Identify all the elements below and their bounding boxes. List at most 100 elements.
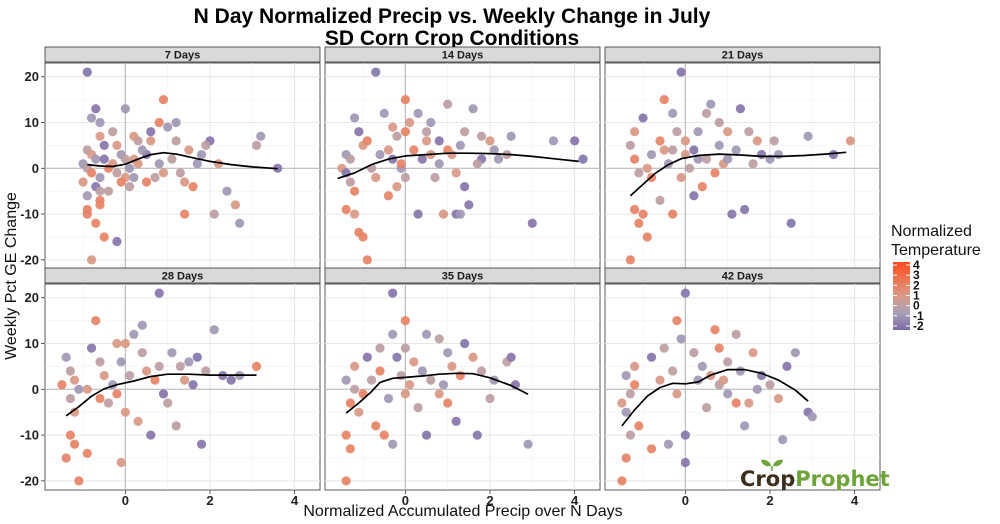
legend-tick-label: 0 xyxy=(913,299,920,313)
data-point xyxy=(65,430,75,440)
data-point xyxy=(638,209,648,219)
data-point xyxy=(112,236,122,247)
data-point xyxy=(201,366,211,376)
data-point xyxy=(366,375,377,385)
data-point xyxy=(472,159,482,169)
data-point xyxy=(354,407,364,417)
panel-background xyxy=(604,283,881,491)
data-point xyxy=(99,370,109,381)
data-point xyxy=(845,136,855,146)
legend-tick-label: -1 xyxy=(913,309,924,323)
data-point xyxy=(485,393,495,404)
facet-strip xyxy=(44,267,321,284)
data-point xyxy=(65,366,75,376)
data-point xyxy=(413,209,423,219)
data-point xyxy=(630,127,640,137)
data-point xyxy=(354,127,364,137)
logo-text-crop: Crop xyxy=(740,467,795,491)
data-point xyxy=(180,375,190,385)
facet-strip-label: 28 Days xyxy=(162,271,204,283)
data-point xyxy=(710,325,720,335)
data-point xyxy=(125,163,135,173)
data-point xyxy=(752,136,762,146)
data-point xyxy=(345,444,355,454)
legend-title-line-1: Normalized xyxy=(891,223,972,240)
data-point xyxy=(655,136,665,146)
data-point xyxy=(752,384,762,394)
gridlines xyxy=(325,63,600,269)
panel-background xyxy=(324,283,601,491)
y-tick-label: 10 xyxy=(25,115,39,130)
data-point xyxy=(112,168,122,178)
data-point xyxy=(430,172,440,183)
data-point xyxy=(731,329,741,339)
data-point xyxy=(630,380,640,390)
data-point xyxy=(70,407,80,417)
data-point xyxy=(95,117,105,128)
scatter-points xyxy=(57,288,262,486)
data-point xyxy=(625,430,635,440)
data-point xyxy=(112,140,122,150)
data-point xyxy=(222,186,232,196)
data-point xyxy=(350,209,360,219)
data-point xyxy=(150,375,160,385)
data-point xyxy=(417,154,427,164)
data-point xyxy=(163,398,173,408)
data-point xyxy=(116,457,126,468)
data-point xyxy=(723,389,733,399)
data-point xyxy=(680,457,690,468)
data-point xyxy=(379,430,389,440)
data-point xyxy=(680,288,690,298)
data-point xyxy=(455,209,465,219)
data-point xyxy=(184,145,194,155)
data-point xyxy=(116,357,126,367)
data-point xyxy=(99,140,109,150)
data-point xyxy=(137,348,147,358)
data-point xyxy=(443,99,453,109)
data-point xyxy=(383,191,394,201)
data-point xyxy=(548,136,559,146)
data-point xyxy=(209,325,219,335)
x-tick-label: 2 xyxy=(766,493,773,508)
data-point xyxy=(74,476,84,486)
data-point xyxy=(388,329,398,339)
data-point xyxy=(409,145,419,155)
data-point xyxy=(400,172,410,183)
data-point xyxy=(196,149,207,160)
y-tick-label: 10 xyxy=(25,336,39,351)
data-point xyxy=(447,361,457,371)
data-point xyxy=(95,172,105,183)
y-tick-label: 0 xyxy=(32,382,39,397)
x-axis-title: Normalized Accumulated Precip over N Day… xyxy=(303,503,622,520)
legend-colorbar xyxy=(893,262,910,330)
trend-line xyxy=(621,368,809,427)
data-point xyxy=(95,357,105,367)
data-point xyxy=(689,145,699,155)
data-point xyxy=(82,67,92,77)
scatter-points xyxy=(78,67,283,265)
data-point xyxy=(438,380,449,390)
data-point xyxy=(493,154,504,164)
data-point xyxy=(141,177,152,187)
data-point xyxy=(392,352,402,362)
data-point xyxy=(803,131,813,141)
data-point xyxy=(396,159,406,169)
data-point xyxy=(617,398,627,408)
data-point xyxy=(120,338,130,349)
data-point xyxy=(125,370,135,381)
x-tick-label: 0 xyxy=(682,493,689,508)
data-point xyxy=(188,182,198,192)
data-point xyxy=(443,348,453,358)
legend-tick-label: 2 xyxy=(913,278,920,292)
data-point xyxy=(341,375,351,385)
data-point xyxy=(434,334,444,344)
data-point xyxy=(634,218,644,228)
x-tick-label: 4 xyxy=(571,493,579,508)
data-point xyxy=(468,104,478,114)
data-point xyxy=(426,375,436,385)
facet-panels: 7 Days 14 Days 21 Days 28 Days 35 Days 42 Day… xyxy=(44,46,881,491)
data-point xyxy=(668,209,678,219)
data-point xyxy=(400,389,410,399)
data-point xyxy=(201,140,211,150)
